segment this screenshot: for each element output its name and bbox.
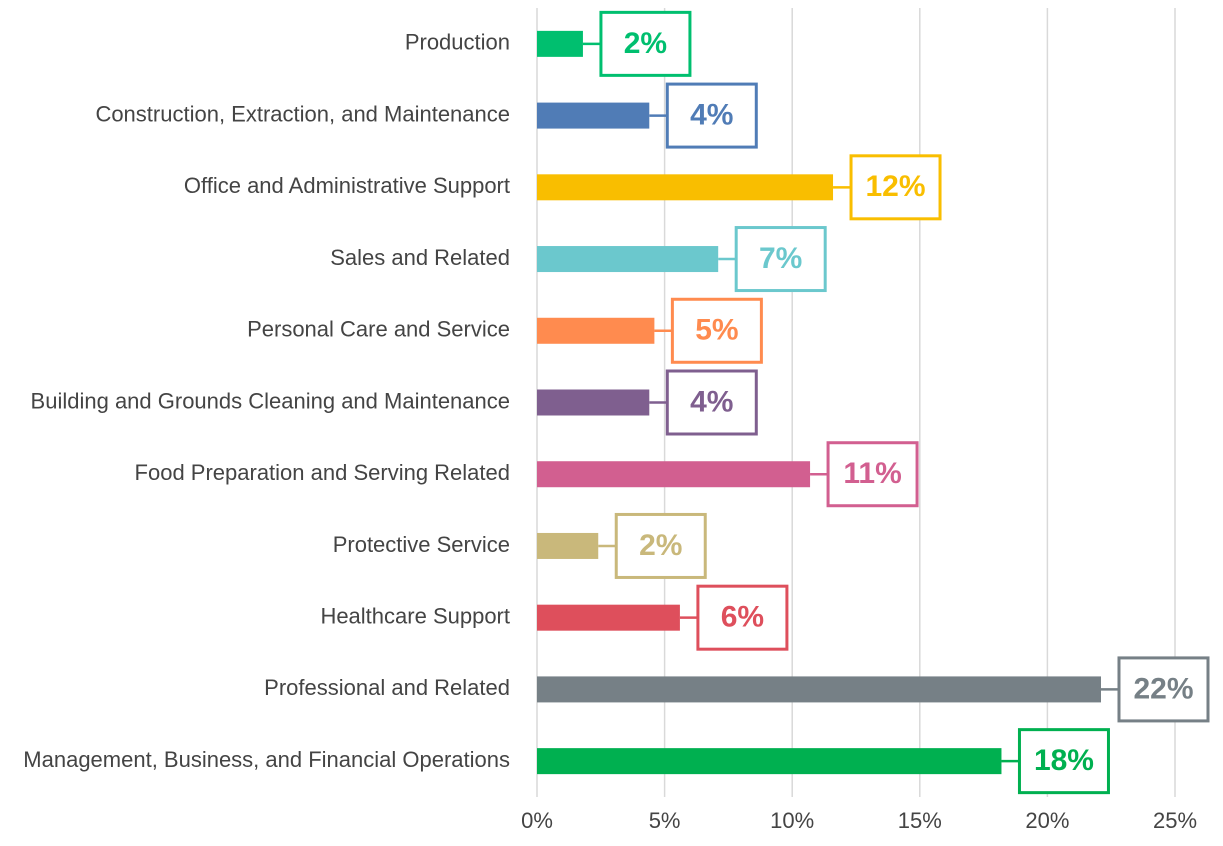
y-tick-label: Healthcare Support	[320, 603, 510, 628]
y-tick-label: Office and Administrative Support	[184, 173, 510, 198]
x-tick-label: 25%	[1153, 808, 1197, 833]
x-tick-label: 20%	[1025, 808, 1069, 833]
bar	[537, 174, 834, 201]
y-tick-label: Protective Service	[333, 532, 510, 557]
value-label: 5%	[695, 314, 738, 347]
value-label: 2%	[639, 529, 682, 562]
y-tick-label: Construction, Extraction, and Maintenanc…	[95, 101, 510, 126]
bar	[537, 30, 583, 57]
label-box	[826, 441, 919, 508]
bar	[537, 676, 1101, 703]
y-tick-label: Sales and Related	[330, 245, 510, 270]
bar	[537, 532, 599, 559]
value-label: 12%	[866, 170, 926, 203]
label-box	[670, 297, 763, 364]
bar	[537, 748, 1002, 775]
y-tick-label: Production	[405, 30, 510, 55]
label-box	[665, 369, 758, 436]
bar	[537, 604, 680, 631]
value-label: 6%	[721, 601, 764, 634]
label-box	[1017, 728, 1110, 795]
label-box	[599, 10, 692, 77]
x-tick-label: 5%	[649, 808, 681, 833]
y-tick-label: Personal Care and Service	[247, 317, 510, 342]
value-label: 18%	[1034, 744, 1094, 777]
y-tick-label: Food Preparation and Serving Related	[135, 460, 510, 485]
x-tick-label: 0%	[521, 808, 553, 833]
bar	[537, 246, 719, 273]
label-box	[734, 226, 827, 293]
label-box	[665, 82, 758, 149]
bar	[537, 317, 655, 344]
value-label: 4%	[690, 99, 733, 132]
value-label: 7%	[759, 242, 802, 275]
x-tick-label: 10%	[770, 808, 814, 833]
bar	[537, 389, 650, 416]
label-box	[1117, 656, 1210, 723]
label-box	[614, 512, 707, 579]
bar	[537, 461, 811, 488]
value-label: 11%	[843, 457, 901, 490]
value-label: 22%	[1133, 672, 1193, 705]
y-tick-label: Building and Grounds Cleaning and Mainte…	[31, 388, 510, 413]
y-tick-label: Management, Business, and Financial Oper…	[23, 747, 510, 772]
label-box	[696, 584, 789, 651]
value-label: 2%	[624, 27, 667, 60]
bar	[537, 102, 650, 129]
x-tick-label: 15%	[898, 808, 942, 833]
label-box	[849, 154, 942, 221]
value-label: 4%	[690, 385, 733, 418]
y-tick-label: Professional and Related	[264, 675, 510, 700]
